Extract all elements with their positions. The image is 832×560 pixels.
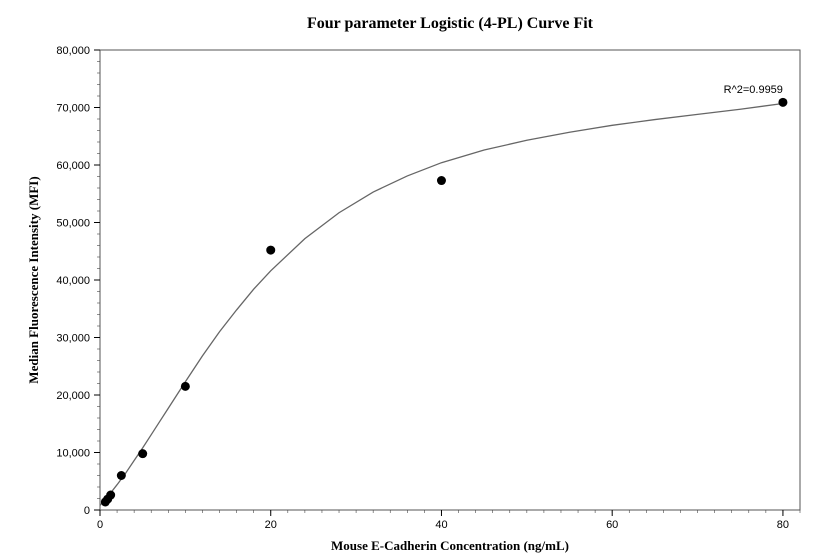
data-point bbox=[266, 246, 275, 255]
y-axis-label: Median Fluorescence Intensity (MFI) bbox=[26, 176, 41, 383]
y-tick-label: 50,000 bbox=[56, 218, 90, 230]
data-point bbox=[106, 491, 115, 500]
x-tick-label: 80 bbox=[777, 519, 789, 531]
data-point bbox=[138, 449, 147, 458]
x-tick-label: 60 bbox=[606, 519, 618, 531]
chart-title: Four parameter Logistic (4-PL) Curve Fit bbox=[307, 15, 594, 32]
y-tick-label: 10,000 bbox=[56, 448, 90, 460]
plot-border bbox=[100, 50, 800, 510]
y-tick-label: 0 bbox=[84, 505, 90, 517]
y-tick-label: 60,000 bbox=[56, 160, 90, 172]
y-tick-label: 80,000 bbox=[56, 45, 90, 57]
data-point bbox=[437, 176, 446, 185]
data-point bbox=[778, 98, 787, 107]
data-point bbox=[181, 382, 190, 391]
x-tick-label: 20 bbox=[265, 519, 277, 531]
y-tick-label: 20,000 bbox=[56, 390, 90, 402]
data-point bbox=[117, 471, 126, 480]
chart-container: 0 20 40 60 80 0 10,000 20,000 30,000 40,000 50,000… bbox=[0, 0, 832, 560]
chart-svg: 0 20 40 60 80 0 10,000 20,000 30,000 40,000 50,000… bbox=[0, 0, 832, 560]
y-tick-label: 30,000 bbox=[56, 333, 90, 345]
y-tick-label: 70,000 bbox=[56, 103, 90, 115]
x-axis-label: Mouse E-Cadherin Concentration (ng/mL) bbox=[331, 538, 569, 553]
y-tick-label: 40,000 bbox=[56, 275, 90, 287]
r-squared-annotation: R^2=0.9959 bbox=[724, 84, 783, 96]
x-tick-label: 40 bbox=[435, 519, 447, 531]
x-tick-label: 0 bbox=[97, 519, 103, 531]
